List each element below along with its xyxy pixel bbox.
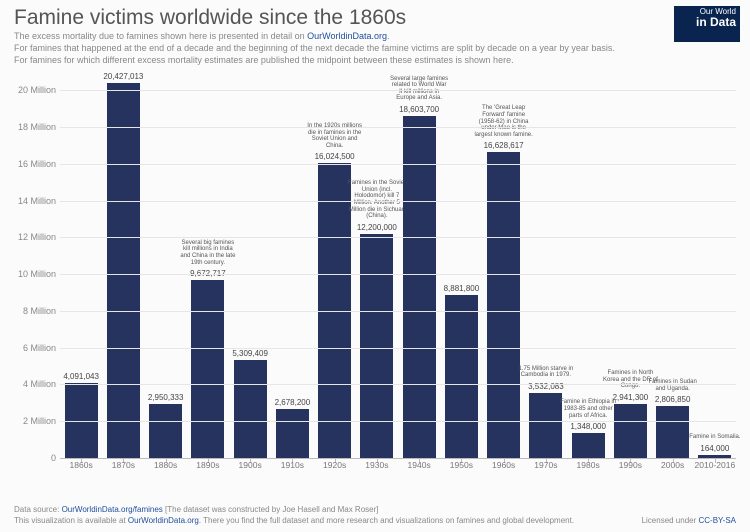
chart-page: Famine victims worldwide since the 1860s…: [0, 0, 750, 532]
bar-column: 9,672,717Several big famines kill millio…: [187, 72, 229, 458]
gridline: [60, 90, 736, 91]
x-axis-label: 1990s: [609, 460, 651, 470]
license-a: Licensed under: [642, 516, 699, 525]
gridline: [60, 201, 736, 202]
footer-1b: [The dataset was constructed by Joe Hase…: [163, 505, 379, 514]
footer: Data source: OurWorldinData.org/famines …: [14, 505, 736, 526]
gridline: [60, 421, 736, 422]
x-axis-label: 1890s: [187, 460, 229, 470]
x-axis-label: 2010-2016: [694, 460, 736, 470]
footer-source-link[interactable]: OurWorldinData.org/famines: [62, 505, 163, 514]
x-axis-label: 1880s: [145, 460, 187, 470]
gridline: [60, 384, 736, 385]
x-axis-label: 1930s: [356, 460, 398, 470]
subtitle-1: The excess mortality due to famines show…: [14, 30, 660, 42]
y-axis-label: 20 Million: [2, 85, 56, 95]
x-axis-label: 1900s: [229, 460, 271, 470]
bar: [445, 295, 478, 458]
bars-container: 4,091,04320,427,0132,950,3339,672,717Sev…: [60, 72, 736, 458]
header: Famine victims worldwide since the 1860s…: [14, 6, 660, 66]
gridline: [60, 274, 736, 275]
license: Licensed under CC-BY-SA: [642, 516, 736, 526]
footer-2a: This visualization is available at: [14, 516, 128, 525]
bar-chart: 4,091,04320,427,0132,950,3339,672,717Sev…: [0, 66, 750, 486]
footer-1a: Data source:: [14, 505, 62, 514]
bar-value-label: 164,000: [673, 444, 750, 453]
gridline: [60, 237, 736, 238]
x-axis-label: 1860s: [60, 460, 102, 470]
x-axis-label: 2000s: [652, 460, 694, 470]
y-axis-label: 2 Million: [2, 416, 56, 426]
y-axis-label: 10 Million: [2, 269, 56, 279]
footer-line-2: This visualization is available at OurWo…: [14, 516, 736, 526]
x-axis-label: 1960s: [483, 460, 525, 470]
x-axis-label: 1980s: [567, 460, 609, 470]
bar-annotation: Famine in Somalia.: [685, 434, 744, 441]
x-axis-label: 1970s: [525, 460, 567, 470]
bar: [360, 234, 393, 458]
bar: [149, 404, 182, 458]
bar-column: 2,806,850Famines in Sudan and Uganda.: [652, 72, 694, 458]
bar-column: 16,024,500In the 1920s millions die in f…: [314, 72, 356, 458]
y-axis-label: 14 Million: [2, 196, 56, 206]
bar: [487, 152, 520, 458]
y-axis-label: 6 Million: [2, 343, 56, 353]
footer-viz-link[interactable]: OurWorldinData.org: [128, 516, 199, 525]
subtitle-1a: The excess mortality due to famines show…: [14, 31, 307, 41]
gridline: [60, 311, 736, 312]
plot-area: 4,091,04320,427,0132,950,3339,672,717Sev…: [60, 72, 736, 458]
y-axis-label: 12 Million: [2, 232, 56, 242]
owid-logo: Our World in Data: [674, 6, 740, 42]
x-axis-line: [60, 458, 736, 459]
subtitle-1b: .: [387, 31, 390, 41]
x-axis-label: 1920s: [314, 460, 356, 470]
y-axis-label: 4 Million: [2, 379, 56, 389]
logo-line-2: in Data: [678, 16, 736, 29]
y-axis-label: 0: [2, 453, 56, 463]
subtitle-link[interactable]: OurWorldinData.org: [307, 31, 387, 41]
x-axis-label: 1910s: [271, 460, 313, 470]
subtitle-2: For famines that happened at the end of …: [14, 42, 660, 54]
footer-2b: . There you find the full dataset and mo…: [199, 516, 574, 525]
subtitle-3: For famines for which different excess m…: [14, 54, 660, 66]
gridline: [60, 127, 736, 128]
footer-line-1: Data source: OurWorldinData.org/famines …: [14, 505, 736, 515]
gridline: [60, 164, 736, 165]
x-axis-label: 1950s: [440, 460, 482, 470]
bar-column: 18,603,700Several large famines related …: [398, 72, 440, 458]
x-axis-label: 1940s: [398, 460, 440, 470]
bar: [234, 360, 267, 458]
bar-column: 4,091,043: [60, 72, 102, 458]
chart-title: Famine victims worldwide since the 1860s: [14, 6, 660, 30]
x-axis-label: 1870s: [102, 460, 144, 470]
bar-column: 16,628,617The 'Great Leap Forward' famin…: [483, 72, 525, 458]
bar: [191, 280, 224, 458]
bar: [572, 433, 605, 458]
bar-column: 12,200,000Famines in the Soviet Union (i…: [356, 72, 398, 458]
license-link[interactable]: CC-BY-SA: [699, 516, 737, 525]
bar: [276, 409, 309, 458]
y-axis-label: 18 Million: [2, 122, 56, 132]
x-axis: 1860s1870s1880s1890s1900s1910s1920s1930s…: [60, 460, 736, 470]
y-axis-label: 8 Million: [2, 306, 56, 316]
bar-column: 164,000Famine in Somalia.: [694, 72, 736, 458]
bar: [614, 404, 647, 458]
gridline: [60, 348, 736, 349]
y-axis-label: 16 Million: [2, 159, 56, 169]
